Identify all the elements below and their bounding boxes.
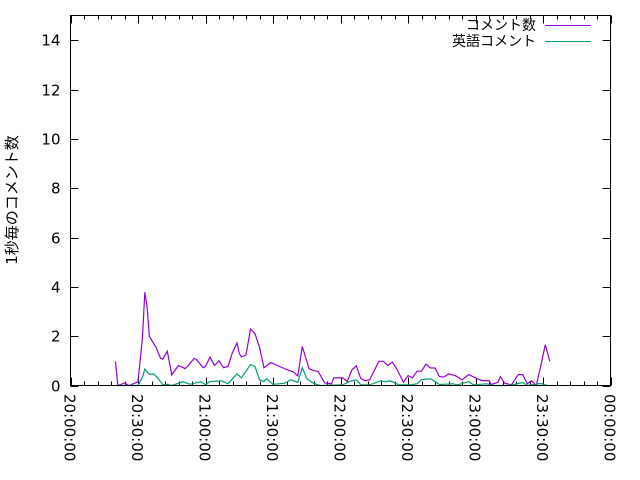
series-line-comments: [114, 292, 551, 387]
legend-label-english-comments: 英語コメント: [452, 33, 536, 50]
x-tick-label: 22:30:00: [398, 394, 416, 461]
y-tick-label: 10: [41, 131, 60, 149]
y-tick-label: 12: [41, 82, 60, 100]
x-tick-label: 22:00:00: [331, 394, 349, 461]
x-tick-label: 23:00:00: [466, 394, 484, 461]
y-tick-label: 8: [51, 180, 61, 198]
y-tick-label: 14: [41, 32, 60, 50]
y-tick-label: 4: [51, 279, 61, 297]
x-tick-label: 21:30:00: [263, 394, 281, 461]
axis-ticks: 0 2 4 6 8 10 12 14 20:00:00 20:30:00 21:00:00 21:30…: [41, 15, 619, 461]
y-tick-label: 0: [51, 378, 61, 396]
legend: コメント数 英語コメント: [452, 18, 591, 50]
y-tick-label: 2: [51, 328, 61, 346]
plot-border: [70, 15, 611, 386]
x-tick-label: 20:30:00: [128, 394, 146, 461]
x-tick-label: 00:00:00: [601, 394, 619, 461]
y-tick-label: 6: [51, 230, 61, 248]
x-tick-label: 21:00:00: [196, 394, 214, 461]
y-axis-label: 1秒毎のコメント数: [3, 135, 21, 265]
x-tick-label: 23:30:00: [533, 394, 551, 461]
legend-label-comments: コメント数: [466, 18, 536, 34]
series-lines: [114, 292, 551, 387]
x-tick-label: 20:00:00: [61, 394, 79, 461]
